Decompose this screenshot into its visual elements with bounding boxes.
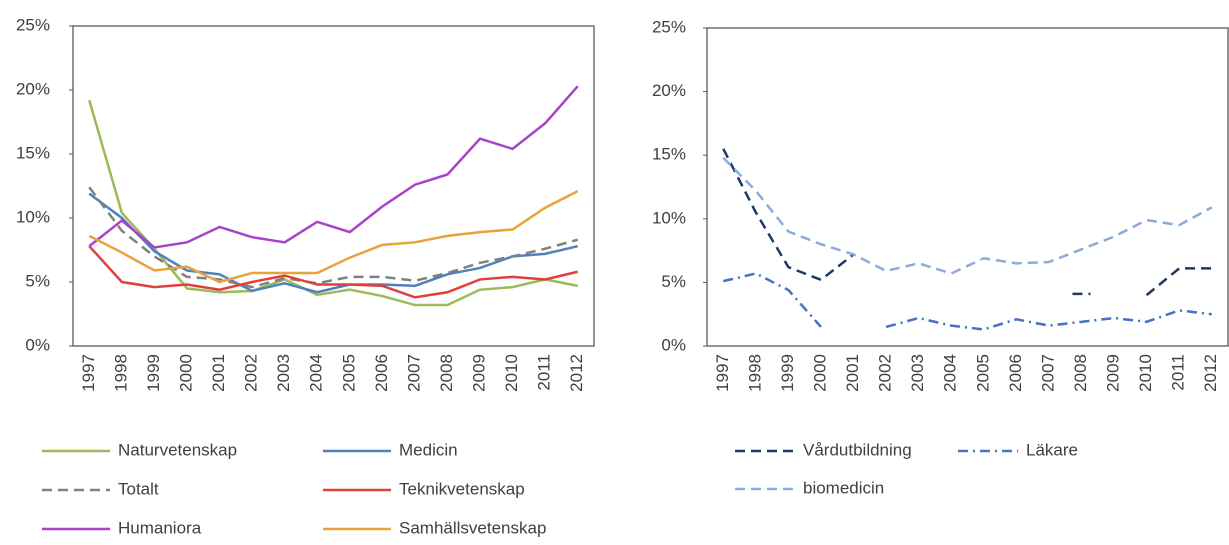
y-tick-label: 5%: [25, 271, 50, 290]
x-tick-label: 2001: [209, 354, 228, 392]
y-tick-label: 15%: [16, 143, 50, 162]
legend-label: Medicin: [399, 440, 458, 459]
line-series: [722, 148, 855, 282]
legend-label: Läkare: [1026, 440, 1078, 459]
x-tick-label: 2008: [437, 354, 456, 392]
x-tick-label: 1998: [111, 354, 130, 392]
plot-area: [72, 25, 595, 347]
x-tick-label: 2004: [307, 354, 326, 392]
line-series: [88, 245, 579, 299]
y-tick-label: 10%: [16, 207, 50, 226]
line-series: [88, 192, 579, 294]
line-series: [88, 190, 579, 284]
y-tick-label: 15%: [652, 145, 686, 164]
x-tick-label: 2009: [1104, 354, 1123, 392]
x-tick-label: 2004: [941, 354, 960, 392]
y-tick-label: 25%: [652, 17, 686, 36]
plot-area: [706, 27, 1229, 347]
line-series: [722, 156, 1213, 275]
x-tick-label: 2000: [176, 354, 195, 392]
x-tick-label: 2012: [1201, 354, 1220, 392]
y-tick-label: 5%: [661, 272, 686, 291]
x-tick-label: 2003: [908, 354, 927, 392]
x-tick-label: 2010: [502, 354, 521, 392]
legend-label: Teknikvetenskap: [399, 479, 525, 498]
x-tick-label: 2002: [242, 354, 261, 392]
x-tick-label: 2000: [810, 354, 829, 392]
x-tick-label: 1997: [713, 354, 732, 392]
x-tick-label: 2009: [470, 354, 489, 392]
line-series: [88, 85, 579, 249]
x-tick-label: 2003: [274, 354, 293, 392]
legend-label: biomedicin: [803, 478, 884, 497]
x-tick-label: 1997: [79, 354, 98, 392]
x-tick-label: 2006: [1006, 354, 1025, 392]
line-series: [88, 99, 578, 307]
x-tick-label: 2006: [372, 354, 391, 392]
line-series: [1145, 267, 1212, 297]
y-tick-label: 0%: [25, 335, 50, 354]
x-tick-label: 2007: [404, 354, 423, 392]
x-tick-label: 2005: [973, 354, 992, 392]
y-tick-label: 20%: [16, 79, 50, 98]
y-tick-label: 20%: [652, 81, 686, 100]
x-tick-label: 2007: [1038, 354, 1057, 392]
x-tick-label: 2002: [876, 354, 895, 392]
legend-label: Totalt: [118, 479, 159, 498]
line-series: [885, 309, 1212, 331]
x-tick-label: 2011: [535, 354, 554, 391]
y-tick-label: 0%: [661, 335, 686, 354]
x-tick-label: 2012: [567, 354, 586, 392]
legend-label: Samhällsvetenskap: [399, 518, 546, 537]
y-tick-label: 25%: [16, 15, 50, 34]
x-tick-label: 2001: [843, 354, 862, 392]
x-tick-label: 1998: [745, 354, 764, 392]
x-tick-label: 2010: [1136, 354, 1155, 392]
x-tick-label: 1999: [778, 354, 797, 392]
x-tick-label: 1999: [144, 354, 163, 392]
line-series: [722, 272, 822, 328]
line-series: [88, 186, 579, 289]
legend-label: Vårdutbildning: [803, 440, 912, 459]
x-tick-label: 2005: [339, 354, 358, 392]
legend-label: Humaniora: [118, 518, 202, 537]
y-tick-label: 10%: [652, 208, 686, 227]
x-tick-label: 2011: [1169, 354, 1188, 391]
x-tick-label: 2008: [1071, 354, 1090, 392]
legend-label: Naturvetenskap: [118, 440, 237, 459]
